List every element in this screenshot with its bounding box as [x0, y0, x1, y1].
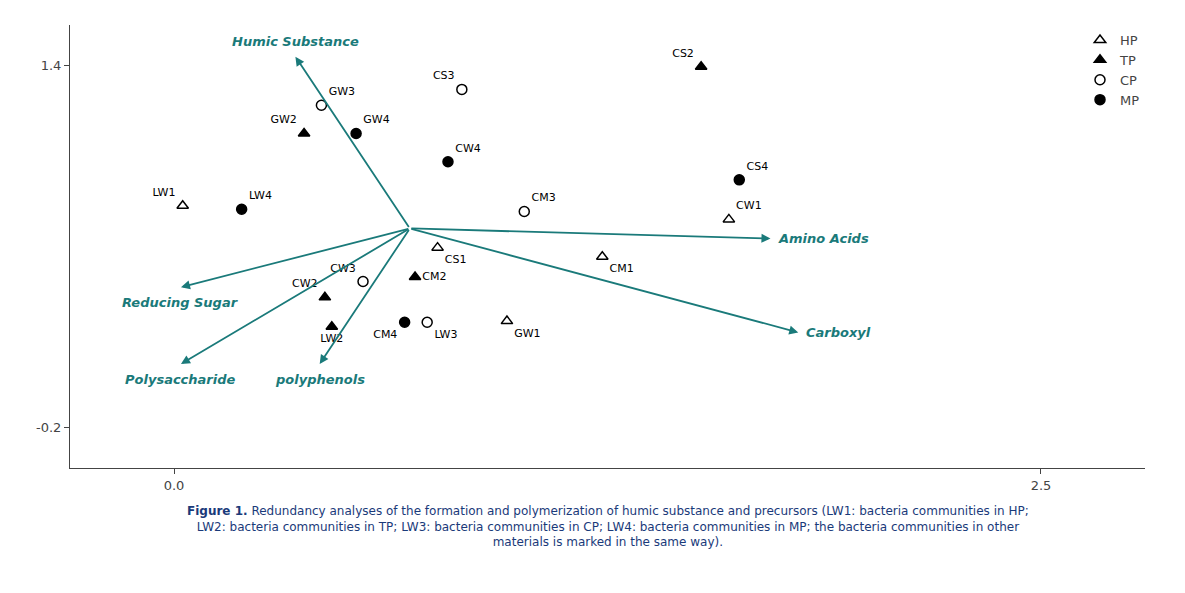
svg-text:Polysaccharide: Polysaccharide: [125, 372, 236, 387]
svg-text:-0.2: -0.2: [36, 420, 61, 435]
svg-text:Carboxyl: Carboxyl: [806, 325, 871, 340]
svg-text:CW1: CW1: [736, 199, 762, 212]
svg-text:GW1: GW1: [514, 327, 540, 340]
svg-text:CW2: CW2: [292, 277, 318, 290]
svg-text:Figure 1. Redundancy analyses: Figure 1. Redundancy analyses of the for…: [187, 504, 1029, 549]
svg-text:LW3: LW3: [434, 328, 457, 341]
svg-text:CS1: CS1: [445, 253, 467, 266]
svg-text:HP: HP: [1120, 33, 1138, 48]
svg-text:CS4: CS4: [747, 160, 769, 173]
svg-text:Amino Acids: Amino Acids: [778, 231, 869, 246]
svg-text:2.5: 2.5: [1031, 478, 1052, 493]
svg-text:CW4: CW4: [455, 142, 481, 155]
svg-text:TP: TP: [1119, 53, 1136, 68]
svg-text:CM3: CM3: [532, 191, 556, 204]
svg-text:1.4: 1.4: [41, 58, 62, 73]
svg-text:CM1: CM1: [610, 262, 634, 275]
svg-text:Humic Substance: Humic Substance: [232, 34, 359, 49]
svg-text:CP: CP: [1120, 73, 1137, 88]
svg-text:0.0: 0.0: [164, 478, 185, 493]
svg-text:CM2: CM2: [422, 270, 446, 283]
svg-text:CW3: CW3: [330, 262, 356, 275]
svg-text:Reducing Sugar: Reducing Sugar: [122, 295, 239, 310]
svg-text:CM4: CM4: [373, 328, 397, 341]
svg-text:GW3: GW3: [329, 85, 355, 98]
svg-text:GW2: GW2: [270, 113, 296, 126]
svg-text:CS3: CS3: [433, 69, 455, 82]
svg-text:LW2: LW2: [320, 332, 343, 345]
svg-text:LW4: LW4: [249, 189, 272, 202]
svg-text:GW4: GW4: [363, 113, 389, 126]
svg-text:LW1: LW1: [152, 186, 175, 199]
svg-text:polyphenols: polyphenols: [275, 372, 365, 387]
svg-text:CS2: CS2: [672, 47, 694, 60]
svg-text:MP: MP: [1120, 93, 1139, 108]
